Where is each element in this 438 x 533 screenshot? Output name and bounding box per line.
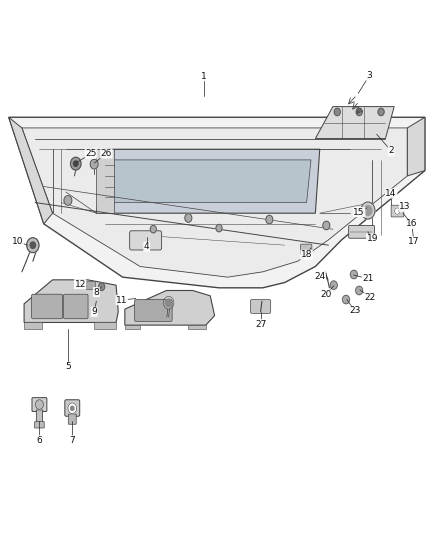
Circle shape bbox=[356, 108, 362, 116]
Circle shape bbox=[266, 215, 273, 224]
Polygon shape bbox=[407, 117, 425, 176]
Text: 1: 1 bbox=[201, 72, 207, 80]
Text: 5: 5 bbox=[65, 362, 71, 371]
Text: 4: 4 bbox=[144, 243, 149, 251]
Text: 11: 11 bbox=[116, 296, 127, 304]
Text: 22: 22 bbox=[364, 293, 376, 302]
FancyBboxPatch shape bbox=[35, 422, 44, 428]
Circle shape bbox=[356, 286, 363, 295]
FancyBboxPatch shape bbox=[130, 231, 162, 250]
Circle shape bbox=[30, 242, 35, 248]
Polygon shape bbox=[188, 325, 206, 329]
Text: 20: 20 bbox=[321, 290, 332, 299]
Circle shape bbox=[378, 108, 384, 116]
Text: 14: 14 bbox=[385, 189, 397, 198]
Text: 26: 26 bbox=[101, 149, 112, 158]
Circle shape bbox=[27, 238, 39, 253]
Text: 12: 12 bbox=[74, 280, 86, 288]
Text: 24: 24 bbox=[314, 272, 325, 280]
Polygon shape bbox=[125, 325, 140, 329]
Circle shape bbox=[150, 225, 156, 233]
Polygon shape bbox=[94, 322, 116, 329]
Text: 9: 9 bbox=[91, 308, 97, 316]
Text: 17: 17 bbox=[408, 237, 420, 246]
Polygon shape bbox=[105, 160, 311, 203]
FancyBboxPatch shape bbox=[65, 400, 80, 416]
Polygon shape bbox=[315, 107, 394, 139]
Circle shape bbox=[334, 108, 340, 116]
Text: 23: 23 bbox=[349, 306, 360, 315]
Polygon shape bbox=[96, 149, 114, 213]
Circle shape bbox=[90, 159, 98, 169]
Polygon shape bbox=[9, 117, 53, 224]
Circle shape bbox=[216, 224, 222, 232]
Polygon shape bbox=[24, 280, 118, 322]
Circle shape bbox=[35, 400, 43, 409]
Circle shape bbox=[71, 157, 81, 170]
FancyBboxPatch shape bbox=[32, 294, 63, 319]
Circle shape bbox=[71, 406, 74, 410]
FancyBboxPatch shape bbox=[32, 398, 47, 411]
FancyBboxPatch shape bbox=[300, 244, 312, 254]
Polygon shape bbox=[96, 149, 320, 213]
FancyBboxPatch shape bbox=[86, 281, 95, 289]
Text: 8: 8 bbox=[93, 288, 99, 296]
Text: 7: 7 bbox=[69, 436, 75, 445]
Text: 16: 16 bbox=[406, 220, 417, 228]
Text: 13: 13 bbox=[399, 203, 411, 211]
FancyBboxPatch shape bbox=[251, 300, 271, 313]
Text: 6: 6 bbox=[36, 436, 42, 445]
Circle shape bbox=[64, 196, 72, 205]
Polygon shape bbox=[9, 117, 425, 288]
FancyBboxPatch shape bbox=[349, 225, 374, 238]
Text: 3: 3 bbox=[366, 71, 372, 80]
FancyBboxPatch shape bbox=[68, 414, 76, 424]
FancyBboxPatch shape bbox=[391, 205, 404, 217]
Text: 15: 15 bbox=[353, 208, 365, 216]
Circle shape bbox=[185, 214, 192, 222]
Text: 10: 10 bbox=[12, 237, 23, 246]
Circle shape bbox=[74, 161, 78, 166]
Circle shape bbox=[361, 202, 375, 219]
Circle shape bbox=[68, 403, 77, 414]
Text: 18: 18 bbox=[301, 251, 312, 259]
Text: 25: 25 bbox=[85, 149, 97, 158]
Text: 2: 2 bbox=[389, 147, 394, 155]
Text: 19: 19 bbox=[367, 235, 378, 243]
FancyBboxPatch shape bbox=[64, 294, 88, 319]
Text: 27: 27 bbox=[255, 320, 266, 328]
Circle shape bbox=[395, 208, 400, 214]
Polygon shape bbox=[24, 322, 42, 329]
Circle shape bbox=[330, 281, 337, 289]
Polygon shape bbox=[125, 290, 215, 325]
FancyBboxPatch shape bbox=[134, 300, 172, 321]
Polygon shape bbox=[22, 128, 407, 277]
FancyBboxPatch shape bbox=[36, 410, 42, 424]
Text: 21: 21 bbox=[362, 274, 374, 283]
Circle shape bbox=[350, 270, 357, 279]
Circle shape bbox=[99, 283, 105, 290]
Circle shape bbox=[343, 295, 350, 304]
Circle shape bbox=[323, 221, 330, 230]
Circle shape bbox=[166, 299, 172, 306]
Circle shape bbox=[364, 206, 372, 215]
